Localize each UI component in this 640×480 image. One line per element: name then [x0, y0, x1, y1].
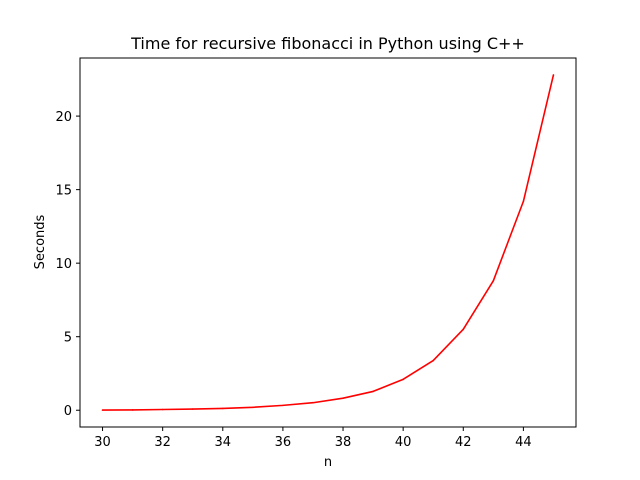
data-point [221, 407, 224, 410]
x-tick-label: 40 [395, 435, 412, 450]
y-tick-label: 0 [64, 404, 72, 419]
x-tick-label: 30 [94, 435, 111, 450]
y-axis: 0 5 10 15 20 [55, 110, 80, 419]
data-point [101, 409, 104, 411]
data-point [432, 359, 435, 362]
x-tick-label: 42 [455, 435, 472, 450]
y-tick-label: 20 [55, 110, 72, 125]
y-tick-label: 15 [55, 184, 72, 199]
x-tick-label: 34 [215, 435, 232, 450]
y-tick-label: 5 [64, 331, 72, 346]
data-point [191, 408, 194, 410]
data-point [372, 390, 374, 393]
data-point [552, 74, 555, 76]
x-tick-label: 36 [275, 435, 292, 450]
data-point [161, 408, 164, 411]
y-tick-label: 10 [55, 257, 72, 272]
series-line [102, 74, 555, 411]
y-axis-label: Seconds [33, 214, 48, 269]
data-point [252, 406, 254, 409]
data-point [131, 409, 134, 411]
x-tick-label: 38 [335, 435, 352, 450]
data-point [342, 397, 344, 399]
data-point [462, 328, 465, 331]
data-point [282, 404, 284, 407]
plot-area [101, 74, 555, 411]
x-tick-label: 32 [154, 435, 171, 450]
data-point [492, 280, 495, 282]
data-point [522, 200, 525, 203]
x-axis: 30 32 34 36 38 40 42 44 [94, 427, 532, 450]
chart-title: Time for recursive fibonacci in Python u… [130, 34, 525, 53]
x-axis-label: n [324, 455, 332, 470]
x-tick-label: 44 [515, 435, 532, 450]
data-point [312, 401, 314, 404]
plot-frame [79, 57, 577, 428]
data-point [402, 378, 404, 381]
